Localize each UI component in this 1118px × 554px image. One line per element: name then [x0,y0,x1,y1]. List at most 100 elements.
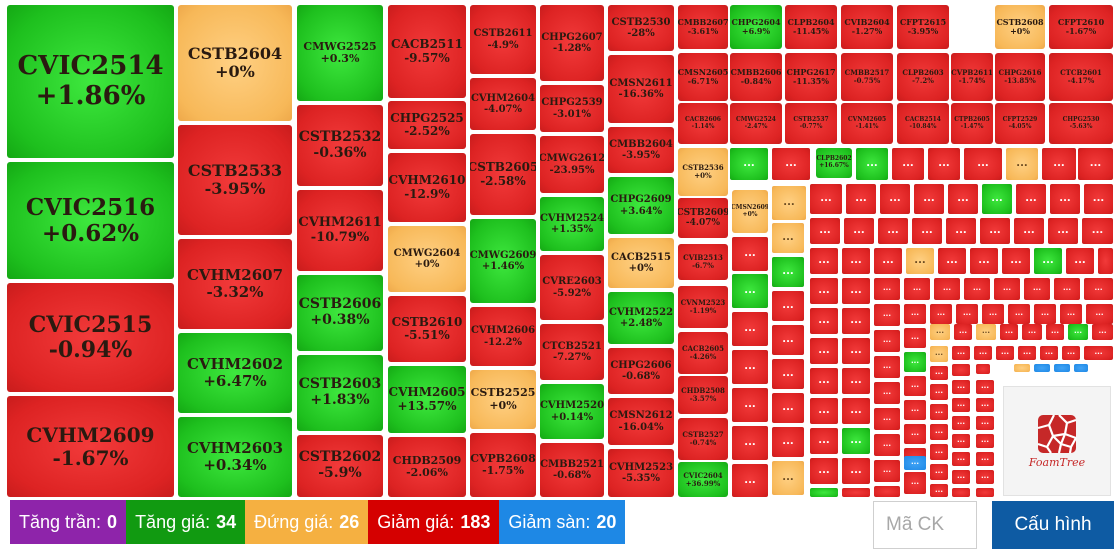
stock-tile-small[interactable]: ... [976,470,994,484]
stock-tile-small[interactable] [810,488,838,497]
stock-tile-small[interactable]: ... [976,452,994,466]
stock-tile-small[interactable]: ... [810,278,838,304]
stock-tile-cmbb2517[interactable]: CMBB2517 -0.75% [841,53,893,101]
stock-tile-cvhm2607[interactable]: CVHM2607 -3.32% [178,239,292,329]
stock-tile-small[interactable]: ... [954,324,972,340]
stock-tile-small[interactable]: ... [810,458,838,484]
stock-tile-small[interactable]: ... [880,184,910,214]
stock-tile-small[interactable]: ... [976,434,994,448]
stock-tile-small[interactable]: ... [952,380,970,394]
stock-tile-small[interactable]: ... [732,464,768,497]
stock-tile-cvhm2603[interactable]: CVHM2603 +0.34% [178,417,292,497]
stock-tile-cvhm2520[interactable]: CVHM2520 +0.14% [540,384,604,439]
stock-tile-small[interactable]: ... [842,248,870,274]
stock-tile-cvic2514[interactable]: CVIC2514 +1.86% [7,5,174,158]
stock-tile-cvic2516[interactable]: CVIC2516 +0.62% [7,162,174,279]
stock-tile-clpb2603[interactable]: CLPB2603 -7.2% [897,53,949,101]
stock-tile-cvib2513[interactable]: CVIB2513 -6.7% [678,244,728,280]
stock-tile-cvhm2611[interactable]: CVHM2611 -10.79% [297,190,383,271]
stock-tile-chpg2606[interactable]: CHPG2606 -0.68% [608,348,674,394]
stock-tile-small[interactable]: ... [874,330,900,352]
stock-tile-small[interactable]: ... [976,416,994,430]
stock-tile-small[interactable]: ... [846,184,876,214]
stock-tile-small[interactable]: ... [810,428,838,454]
stock-tile-chpg2609[interactable]: CHPG2609 +3.64% [608,177,674,234]
stock-tile-cmsn2609[interactable]: CMSN2609 +0% [732,190,768,233]
stock-tile-small[interactable]: ... [938,248,966,274]
stock-tile-small[interactable]: ... [732,426,768,460]
stock-tile-small[interactable]: ... [982,184,1012,214]
config-button[interactable]: Cấu hình [992,501,1114,549]
stock-tile-small[interactable]: ... [1060,304,1082,324]
stock-tile-small[interactable]: ... [930,324,950,340]
stock-tile-ctpb2605[interactable]: CTPB2605 -1.47% [951,103,993,144]
stock-tile-cmbb2604[interactable]: CMBB2604 -3.95% [608,127,674,173]
stock-tile-clpb2602[interactable]: CLPB2602 +16.67% [816,148,852,178]
stock-tile-small[interactable]: ... [904,472,926,494]
stock-tile-cstb2530[interactable]: CSTB2530 -28% [608,5,674,51]
stock-tile-small[interactable]: ... [928,148,960,180]
stock-tile-cvpb2611[interactable]: CVPB2611 -1.74% [951,53,993,101]
stock-tile-small[interactable]: ... [730,148,768,180]
stock-tile-small[interactable]: ... [982,304,1004,324]
stock-tile-cstb2610[interactable]: CSTB2610 -5.51% [388,296,466,362]
stock-tile-small[interactable]: ... [892,148,924,180]
stock-tile-cstb2536[interactable]: CSTB2536 +0% [678,148,728,196]
stock-tile-small[interactable]: ... [732,237,768,271]
stock-tile-small[interactable]: ... [952,398,970,412]
stock-tile-small[interactable]: ... [772,186,806,220]
stock-tile-cmsn2611[interactable]: CMSN2611 -16.36% [608,55,674,123]
stock-tile-small[interactable]: ... [772,325,804,355]
stock-tile-cstb2604[interactable]: CSTB2604 +0% [178,5,292,121]
stock-tile-small[interactable] [952,364,970,376]
stock-tile-small[interactable]: ... [844,218,874,244]
stock-tile-small[interactable]: ... [874,460,900,482]
stock-tile-small[interactable]: ... [996,346,1014,360]
stock-tile-small[interactable]: ... [1000,324,1018,340]
stock-tile-small[interactable] [1074,364,1088,372]
stock-tile-small[interactable]: ... [810,398,838,424]
stock-tile-cvnm2605[interactable]: CVNM2605 -1.41% [841,103,893,144]
stock-tile-small[interactable]: ... [1008,304,1030,324]
stock-tile-cvic2515[interactable]: CVIC2515 -0.94% [7,283,174,392]
stock-tile-small[interactable]: ... [906,248,934,274]
stock-tile-small[interactable]: ... [956,304,978,324]
stock-tile-small[interactable]: ... [980,218,1010,244]
stock-tile-small[interactable]: ... [970,248,998,274]
stock-tile-small[interactable]: ... [1002,248,1030,274]
stock-tile-chpg2604[interactable]: CHPG2604 +6.9% [730,5,782,49]
stock-tile-small[interactable] [976,488,994,497]
stock-tile-small[interactable]: ... [976,398,994,412]
stock-tile-small[interactable]: ... [952,416,970,430]
stock-tile-small[interactable]: ... [904,304,926,324]
stock-tile-small[interactable]: ... [964,278,990,300]
stock-tile-small[interactable]: ... [842,398,870,424]
stock-tile-cacb2606[interactable]: CACB2606 -1.14% [678,103,728,144]
search-input[interactable] [873,501,977,549]
stock-tile-small[interactable]: ... [1024,278,1050,300]
stock-tile-small[interactable]: ... [1050,184,1080,214]
stock-tile-small[interactable] [874,486,900,497]
stock-tile-cstb2609[interactable]: CSTB2609 -4.07% [678,198,728,238]
stock-tile-small[interactable] [976,364,990,374]
stock-tile-small[interactable]: ... [964,148,1002,180]
stock-tile-cvpb2608[interactable]: CVPB2608 -1.75% [470,433,536,497]
stock-tile-cvhm2602[interactable]: CVHM2602 +6.47% [178,333,292,413]
stock-tile-cmwg2524[interactable]: CMWG2524 -2.47% [730,103,782,144]
stock-tile-small[interactable]: ... [1014,218,1044,244]
stock-tile-small[interactable]: ... [772,427,804,457]
stock-tile-cstb2603[interactable]: CSTB2603 +1.83% [297,355,383,431]
stock-tile-small[interactable]: ... [930,404,948,420]
stock-tile-small[interactable] [1098,248,1113,274]
stock-tile-cvhm2523[interactable]: CVHM2523 -5.35% [608,449,674,497]
stock-tile-cvre2603[interactable]: CVRE2603 -5.92% [540,255,604,320]
stock-tile-small[interactable]: ... [930,366,948,380]
stock-tile-small[interactable]: ... [1040,346,1058,360]
stock-tile-small[interactable]: ... [904,456,926,470]
stock-tile-small[interactable]: ... [930,464,948,480]
stock-tile-small[interactable]: ... [1084,346,1113,360]
stock-tile-small[interactable]: ... [874,382,900,404]
stock-tile-small[interactable]: ... [930,424,948,440]
stock-tile-cfpt2610[interactable]: CFPT2610 -1.67% [1049,5,1113,49]
stock-tile-cmsn2612[interactable]: CMSN2612 -16.04% [608,398,674,445]
